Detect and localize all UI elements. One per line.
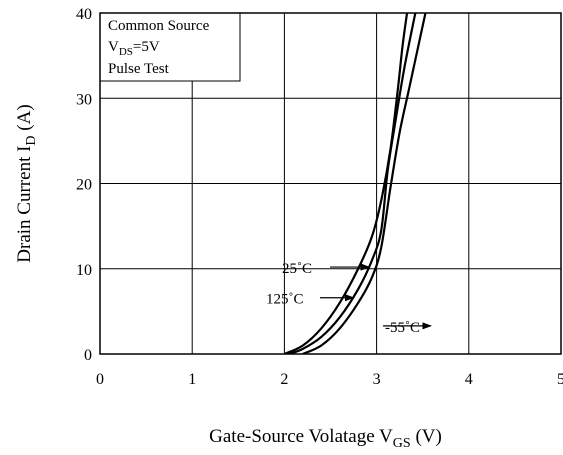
y-tick-label: 30 (76, 91, 92, 108)
legend-line-1: Common Source (108, 18, 210, 34)
y-axis-title-main: Drain Current I (14, 146, 35, 263)
y-tick-label: 40 (76, 6, 92, 23)
y-axis-title-sub: D (24, 135, 39, 145)
series-lines (283, 12, 427, 354)
series-line (288, 12, 417, 354)
legend-frame (99, 12, 241, 82)
annotation-label: -55˚C (385, 320, 420, 336)
y-axis-title-unit: (A) (14, 104, 35, 135)
series-line (283, 12, 409, 354)
legend-line-2-sub: DS (119, 46, 133, 58)
annotations: 25˚C 125˚C -55˚C (266, 261, 432, 336)
grid (100, 13, 561, 354)
legend-box: Common Source VDS=5V Pulse Test (99, 12, 241, 82)
annotation-label: 125˚C (266, 292, 304, 308)
plot-frame (99, 12, 562, 355)
legend-line-2-main: V (108, 39, 119, 55)
legend-line-3: Pulse Test (108, 61, 170, 77)
series-line (302, 12, 427, 354)
x-axis-title-main: Gate-Source Volatage V (209, 426, 393, 447)
x-tick-label: 1 (188, 371, 196, 388)
legend-line-2-rest: =5V (133, 39, 160, 55)
x-axis-title: Gate-Source Volatage VGS (V) (209, 426, 442, 451)
y-axis-title: Drain Current ID (A) (14, 104, 39, 262)
y-tick-label: 20 (76, 177, 92, 194)
x-tick-label: 3 (373, 371, 381, 388)
x-axis-title-sub: GS (393, 436, 411, 451)
legend-line-2: VDS=5V (108, 39, 160, 58)
x-tick-label: 4 (465, 371, 473, 388)
x-tick-label: 2 (280, 371, 288, 388)
y-tick-label: 10 (76, 262, 92, 279)
y-tick-label: 0 (84, 347, 92, 364)
x-tick-label: 5 (557, 371, 563, 388)
x-tick-label: 0 (96, 371, 104, 388)
tick-labels: 0 1 2 3 4 5 0 10 20 30 40 (76, 6, 563, 388)
annotation-label: 25˚C (282, 261, 312, 277)
x-axis-title-unit: (V) (411, 426, 442, 447)
